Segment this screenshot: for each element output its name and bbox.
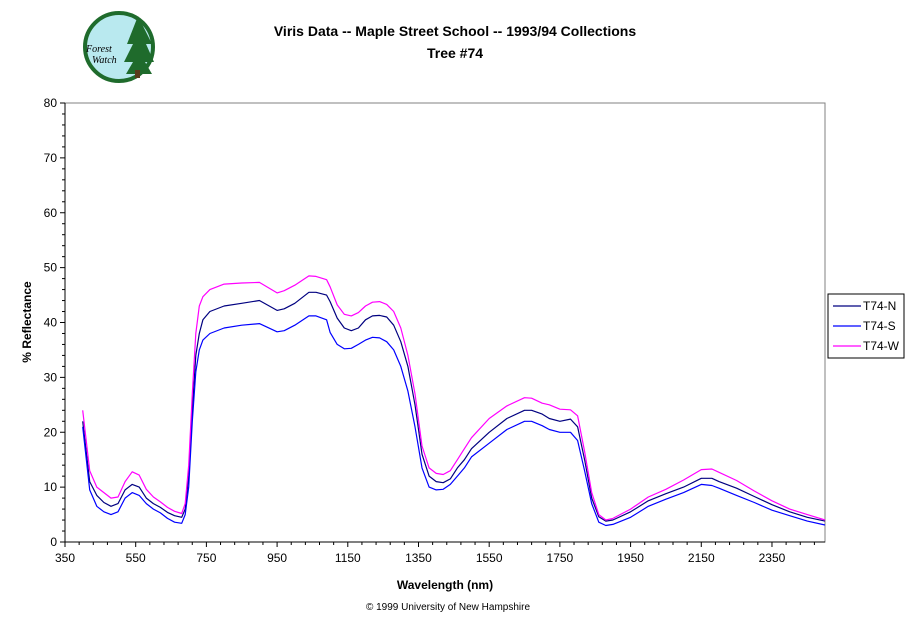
x-tick-label: 750 bbox=[196, 551, 216, 565]
y-tick-label: 80 bbox=[44, 96, 58, 110]
legend-label-t74-n: T74-N bbox=[863, 299, 896, 313]
y-tick-label: 10 bbox=[44, 480, 58, 494]
y-tick-label: 30 bbox=[44, 370, 58, 384]
x-tick-label: 1350 bbox=[405, 551, 432, 565]
copyright-text: © 1999 University of New Hampshire bbox=[366, 602, 531, 613]
x-tick-label: 1750 bbox=[547, 551, 574, 565]
y-tick-label: 40 bbox=[44, 316, 58, 330]
logo-text-forest: Forest bbox=[85, 44, 112, 55]
x-tick-label: 2350 bbox=[759, 551, 786, 565]
legend: T74-N T74-S T74-W bbox=[827, 293, 905, 359]
series-line-t74-w bbox=[82, 275, 826, 521]
chart-subtitle: Tree #74 bbox=[427, 45, 483, 61]
legend-label-t74-w: T74-W bbox=[863, 339, 900, 353]
y-tick-label: 70 bbox=[44, 151, 58, 165]
x-tick-label: 550 bbox=[126, 551, 146, 565]
x-tick-label: 1950 bbox=[617, 551, 644, 565]
series-line-t74-n bbox=[82, 291, 826, 522]
y-tick-label: 20 bbox=[44, 425, 58, 439]
y-tick-label: 0 bbox=[50, 535, 57, 549]
series-layer bbox=[82, 275, 826, 527]
y-tick-label: 60 bbox=[44, 206, 58, 220]
x-tick-label: 350 bbox=[55, 551, 75, 565]
chart-title: Viris Data -- Maple Street School -- 199… bbox=[274, 23, 637, 39]
y-tick-label: 50 bbox=[44, 261, 58, 275]
x-tick-label: 1150 bbox=[335, 551, 361, 565]
plot-area bbox=[64, 102, 826, 543]
x-axis: 350 550 750 950 1150 1350 1550 1750 1950 2150 2350 bbox=[55, 541, 825, 565]
y-axis: 0 10 20 30 40 50 60 70 80 bbox=[44, 96, 66, 549]
logo-text-watch: Watch bbox=[92, 55, 117, 66]
x-axis-title: Wavelength (nm) bbox=[397, 578, 493, 592]
x-tick-label: 950 bbox=[267, 551, 287, 565]
x-tick-label: 2150 bbox=[688, 551, 715, 565]
x-tick-label: 1550 bbox=[476, 551, 503, 565]
legend-label-t74-s: T74-S bbox=[863, 319, 896, 333]
forest-watch-logo: Forest Watch bbox=[83, 11, 155, 83]
y-axis-title: % Reflectance bbox=[20, 281, 34, 363]
series-line-t74-s bbox=[82, 315, 826, 527]
